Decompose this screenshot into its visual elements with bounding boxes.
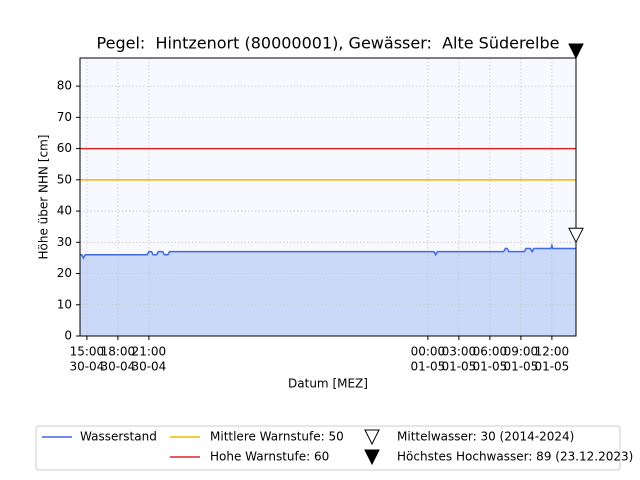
x-tick-label: 30-04 [69,360,104,374]
legend-label: Mittlere Warnstufe: 50 [210,430,344,444]
y-axis-label: Höhe über NHN [cm] [37,135,51,260]
x-tick-label: 01-05 [534,360,569,374]
x-tick-label: 00:00 [411,345,446,359]
y-tick-label: 80 [57,79,72,93]
y-tick-label: 40 [57,204,72,218]
x-tick-label: 21:00 [132,345,167,359]
x-tick-label: 01-05 [503,360,538,374]
x-tick-label: 01-05 [410,360,445,374]
plot-frame [79,57,577,337]
legend-label: Höchstes Hochwasser: 89 (23.12.2023) [397,450,633,464]
legend-label: Hohe Warnstufe: 60 [210,450,329,464]
y-tick-label: 0 [64,329,72,343]
y-tick-label: 20 [57,266,72,280]
chart-title: Pegel: Hintzenort (80000001), Gewässer: … [97,34,560,53]
x-tick-label: 03:00 [442,345,477,359]
x-tick-label: 09:00 [504,345,539,359]
y-tick-label: 50 [57,172,72,186]
x-tick-label: 30-04 [100,360,135,374]
x-tick-label: 01-05 [441,360,476,374]
legend-label: Mittelwasser: 30 (2014-2024) [397,430,574,444]
legend-label: Wasserstand [80,430,157,444]
x-tick-label: 18:00 [101,345,136,359]
area-fill [80,245,576,336]
x-tick-label: 01-05 [472,360,507,374]
marker [568,43,584,60]
x-axis-label: Datum [MEZ] [288,377,368,391]
legend-swatch [364,429,380,446]
x-tick-label: 15:00 [70,345,105,359]
y-tick-label: 10 [57,297,72,311]
marker [568,227,584,244]
x-tick-label: 12:00 [535,345,570,359]
x-tick-label: 30-04 [131,360,166,374]
y-tick-label: 30 [57,235,72,249]
y-tick-label: 60 [57,141,72,155]
y-tick-label: 70 [57,110,72,124]
x-tick-label: 06:00 [473,345,508,359]
water-level-line [80,242,576,260]
legend-swatch [364,449,380,466]
